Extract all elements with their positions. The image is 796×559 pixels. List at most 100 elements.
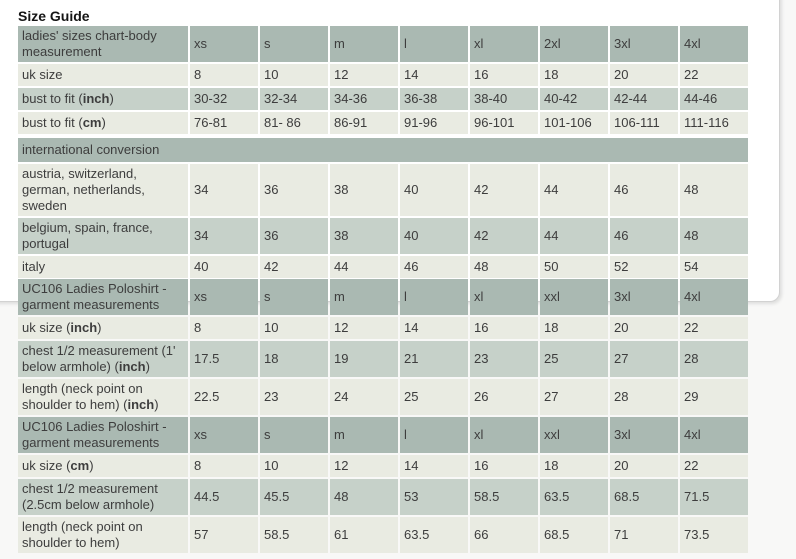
value-cell: 38 <box>330 164 398 216</box>
value-cell: 10 <box>260 455 328 477</box>
value-cell: 16 <box>470 64 538 86</box>
label-text: chest 1/2 measurement (2.5cm below armho… <box>22 481 158 512</box>
size-column-header: 3xl <box>610 279 678 315</box>
label-text: italy <box>22 259 46 274</box>
value-cell: 45.5 <box>260 479 328 515</box>
size-column-header: 2xl <box>540 26 608 62</box>
table-row: bust to fit (inch) 30-32 32-34 34-36 36-38 38… <box>18 88 748 110</box>
international-conversion-table: international conversion austria, switzer… <box>16 136 750 280</box>
label-text: ) <box>101 115 106 130</box>
value-cell: 73.5 <box>680 517 748 553</box>
value-cell: 25 <box>400 379 468 415</box>
row-label-cell: chest 1/2 measurement (2.5cm below armho… <box>18 479 188 515</box>
value-cell: 50 <box>540 256 608 278</box>
row-label-cell: bust to fit (inch) <box>18 88 188 110</box>
value-cell: 86-91 <box>330 112 398 134</box>
value-cell: 46 <box>610 218 678 254</box>
value-cell: 28 <box>610 379 678 415</box>
value-cell: 8 <box>190 455 258 477</box>
table-row: bust to fit (cm) 76-81 81- 86 86-91 91-96 96-… <box>18 112 748 134</box>
body-measurement-table: ladies' sizes chart-body measurement xs s m… <box>16 24 750 136</box>
value-cell: 16 <box>470 455 538 477</box>
value-cell: 68.5 <box>540 517 608 553</box>
value-cell: 63.5 <box>400 517 468 553</box>
value-cell: 44 <box>330 256 398 278</box>
size-column-header: s <box>260 417 328 453</box>
value-cell: 12 <box>330 317 398 339</box>
value-cell: 58.5 <box>470 479 538 515</box>
value-cell: 36 <box>260 218 328 254</box>
label-text: ) <box>109 91 114 106</box>
row-label-cell: bust to fit (cm) <box>18 112 188 134</box>
size-column-header: m <box>330 417 398 453</box>
garment-measurements-cm-table: UC106 Ladies Poloshirt - garment measure… <box>16 415 750 555</box>
size-column-header: 4xl <box>680 417 748 453</box>
value-cell: 27 <box>540 379 608 415</box>
value-cell: 18 <box>540 64 608 86</box>
size-column-header: s <box>260 26 328 62</box>
value-cell: 23 <box>260 379 328 415</box>
value-cell: 18 <box>260 341 328 377</box>
label-text: uk size ( <box>22 320 71 335</box>
value-cell: 42 <box>470 164 538 216</box>
table-title-cell: ladies' sizes chart-body measurement <box>18 26 188 62</box>
size-column-header: xs <box>190 26 258 62</box>
label-text: ) <box>154 397 159 412</box>
value-cell: 44 <box>540 218 608 254</box>
label-text: length (neck point on shoulder to hem) ( <box>22 381 143 412</box>
size-column-header: xxl <box>540 417 608 453</box>
row-label-cell: chest 1/2 measurement (1' below armhole)… <box>18 341 188 377</box>
value-cell: 52 <box>610 256 678 278</box>
value-cell: 26 <box>470 379 538 415</box>
value-cell: 46 <box>610 164 678 216</box>
value-cell: 22 <box>680 317 748 339</box>
value-cell: 8 <box>190 317 258 339</box>
value-cell: 44 <box>540 164 608 216</box>
value-cell: 24 <box>330 379 398 415</box>
value-cell: 38 <box>330 218 398 254</box>
value-cell: 48 <box>330 479 398 515</box>
value-cell: 18 <box>540 455 608 477</box>
label-text: uk size <box>22 67 63 82</box>
size-column-header: s <box>260 279 328 315</box>
table-title-cell: international conversion <box>18 138 748 162</box>
table-row: uk size 8 10 12 14 16 18 20 22 <box>18 64 748 86</box>
value-cell: 91-96 <box>400 112 468 134</box>
value-cell: 40 <box>190 256 258 278</box>
value-cell: 18 <box>540 317 608 339</box>
value-cell: 48 <box>680 218 748 254</box>
label-text-bold: inch <box>127 397 155 412</box>
value-cell: 23 <box>470 341 538 377</box>
row-label-cell: belgium, spain, france, portugal <box>18 218 188 254</box>
label-text-bold: inch <box>118 359 146 374</box>
table-header-row: international conversion <box>18 138 748 162</box>
label-text: international conversion <box>22 142 160 157</box>
table-title-cell: UC106 Ladies Poloshirt - garment measure… <box>18 417 188 453</box>
size-column-header: 3xl <box>610 26 678 62</box>
value-cell: 111-116 <box>680 112 748 134</box>
value-cell: 46 <box>400 256 468 278</box>
value-cell: 71.5 <box>680 479 748 515</box>
label-text-bold: inch <box>82 91 110 106</box>
table-row: austria, switzerland, german, netherland… <box>18 164 748 216</box>
label-text: bust to fit ( <box>22 115 83 130</box>
table-title-cell: UC106 Ladies Poloshirt - garment measure… <box>18 279 188 315</box>
label-text: ) <box>89 458 94 473</box>
value-cell: 57 <box>190 517 258 553</box>
value-cell: 25 <box>540 341 608 377</box>
value-cell: 32-34 <box>260 88 328 110</box>
label-text: ) <box>97 320 102 335</box>
page-title: Size Guide <box>18 8 90 24</box>
size-column-header: 3xl <box>610 417 678 453</box>
value-cell: 12 <box>330 455 398 477</box>
label-text: length (neck point on shoulder to hem) <box>22 519 143 550</box>
value-cell: 81- 86 <box>260 112 328 134</box>
table-header-row: ladies' sizes chart-body measurement xs s m… <box>18 26 748 62</box>
value-cell: 20 <box>610 317 678 339</box>
size-column-header: xl <box>470 26 538 62</box>
label-text: uk size ( <box>22 458 71 473</box>
size-column-header: xl <box>470 279 538 315</box>
value-cell: 14 <box>400 317 468 339</box>
label-text: UC106 Ladies Poloshirt - garment measure… <box>22 281 167 312</box>
